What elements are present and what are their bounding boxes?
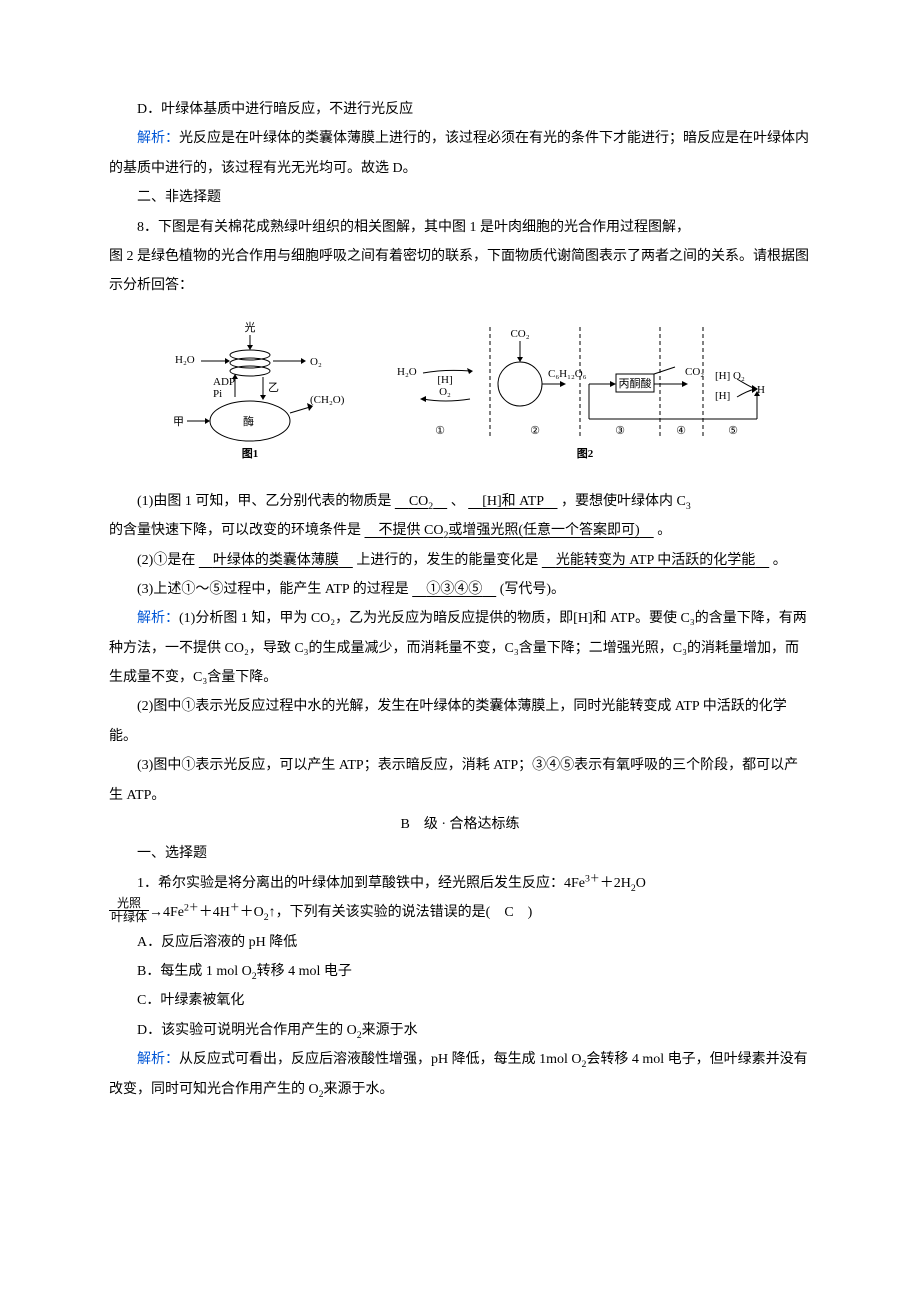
svg-text:图1: 图1 <box>242 447 259 460</box>
svg-text:⑤: ⑤ <box>728 425 738 437</box>
q8-stem-line2: 图 2 是绿色植物的光合作用与细胞呼吸之间有着密切的联系，下面物质代谢简图表示了… <box>109 242 811 301</box>
svg-text:H₂O: H₂O <box>175 354 195 366</box>
b-q1-option-a: A．反应后溶液的 pH 降低 <box>109 928 811 957</box>
svg-text:甲: 甲 <box>173 416 184 428</box>
svg-text:(CH₂O): (CH₂O) <box>310 394 345 406</box>
svg-text:[H] O₂: [H] O₂ <box>715 370 745 382</box>
svg-text:ADP: ADP <box>213 376 235 388</box>
svg-text:①: ① <box>435 425 445 437</box>
q8-blank2: [H]和 ATP <box>468 494 557 509</box>
q8-blank6: ①③④⑤ <box>412 582 496 597</box>
svg-text:O₂: O₂ <box>310 356 322 368</box>
q8-blank3: 不提供 CO2或增强光照(任意一个答案即可) <box>365 523 654 538</box>
svg-text:乙: 乙 <box>268 381 279 394</box>
jiexi-label: 解析： <box>137 131 179 146</box>
q8-part2: (2)①是在 叶绿体的类囊体薄膜 上进行的，发生的能量变化是 光能转变为 ATP… <box>109 546 811 575</box>
reaction-arrow-condition: 光照 叶绿体 <box>109 897 149 924</box>
svg-text:[H]: [H] <box>715 390 730 402</box>
svg-text:H₂O: H₂O <box>397 366 417 378</box>
q8-part3: (3)上述①～⑤过程中，能产生 ATP 的过程是 ①③④⑤ (写代号)。 <box>109 575 811 604</box>
b-q1-option-c: C．叶绿素被氧化 <box>109 986 811 1015</box>
section-2-title: 二、非选择题 <box>109 183 811 212</box>
q8-stem-line1: 8．下图是有关棉花成熟绿叶组织的相关图解，其中图 1 是叶肉细胞的光合作用过程图… <box>109 213 811 242</box>
b-q1-explanation: 解析：从反应式可看出，反应后溶液酸性增强，pH 降低，每生成 1mol O2会转… <box>109 1045 811 1104</box>
q8-explanation-2: (2)图中①表示光反应过程中水的光解，发生在叶绿体的类囊体薄膜上，同时光能转变成… <box>109 692 811 751</box>
svg-text:图2: 图2 <box>577 447 594 460</box>
b-q1-option-d: D．该实验可说明光合作用产生的 O2来源于水 <box>109 1016 811 1045</box>
svg-text:CO₂: CO₂ <box>685 366 704 378</box>
svg-text:④: ④ <box>676 425 686 437</box>
q8-explanation-1: 解析：(1)分析图 1 知，甲为 CO₂，乙为光反应为暗反应提供的物质，即[H]… <box>109 604 811 692</box>
q8-diagrams: 光 H₂O O₂ ADP Pi 乙 酶 <box>109 319 811 469</box>
svg-text:光: 光 <box>245 320 256 334</box>
b-q1-stem2: 光照 叶绿体 →4Fe2＋＋4H＋＋O2↑，下列有关该实验的说法错误的是( C … <box>109 898 811 927</box>
q8-explanation-3: (3)图中①表示光反应，可以产生 ATP；表示暗反应，消耗 ATP；③④⑤表示有… <box>109 751 811 810</box>
b-sec1-title: 一、选择题 <box>109 839 811 868</box>
jiexi-label: 解析： <box>137 611 179 626</box>
svg-text:③: ③ <box>615 425 625 437</box>
q7-explanation-text: 光反应是在叶绿体的类囊体薄膜上进行的，该过程必须在有光的条件下才能进行；暗反应是… <box>109 131 809 175</box>
svg-text:酶: 酶 <box>243 415 254 428</box>
svg-text:[H]: [H] <box>437 374 452 386</box>
figure-2: CO₂ H₂O [H] O₂ C₆H₁₂O₆ 丙酮酸 <box>385 319 765 469</box>
svg-text:C₆H₁₂O₆: C₆H₁₂O₆ <box>548 368 587 380</box>
q7-explanation: 解析：光反应是在叶绿体的类囊体薄膜上进行的，该过程必须在有光的条件下才能进行；暗… <box>109 124 811 183</box>
svg-text:②: ② <box>530 425 540 437</box>
svg-text:CO₂: CO₂ <box>510 328 529 340</box>
q8-blank1: CO2 <box>395 494 447 509</box>
q8-part1b: 的含量快速下降，可以改变的环境条件是 不提供 CO2或增强光照(任意一个答案即可… <box>109 516 811 545</box>
q8-blank5: 光能转变为 ATP 中活跃的化学能 <box>542 553 769 568</box>
jiexi-label: 解析： <box>137 1052 179 1067</box>
q8-part1: (1)由图 1 可知，甲、乙分别代表的物质是 CO2 、 [H]和 ATP ，要… <box>109 487 811 516</box>
svg-text:O₂: O₂ <box>439 386 451 398</box>
q8-blank4: 叶绿体的类囊体薄膜 <box>199 553 353 568</box>
b-q1-option-b: B．每生成 1 mol O2转移 4 mol 电子 <box>109 957 811 986</box>
q7-option-d: D．叶绿体基质中进行暗反应，不进行光反应 <box>109 95 811 124</box>
svg-text:丙酮酸: 丙酮酸 <box>619 376 652 390</box>
b-q1-stem: 1．希尔实验是将分离出的叶绿体加到草酸铁中，经光照后发生反应：4Fe3＋＋2H2… <box>109 869 811 898</box>
figure-1: 光 H₂O O₂ ADP Pi 乙 酶 <box>155 319 355 469</box>
b-level-title: B 级 · 合格达标练 <box>109 810 811 839</box>
svg-text:Pi: Pi <box>213 388 222 400</box>
